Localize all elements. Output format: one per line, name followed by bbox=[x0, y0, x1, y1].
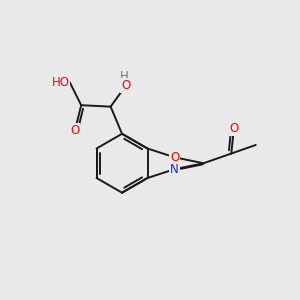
Text: O: O bbox=[170, 151, 179, 164]
Text: O: O bbox=[70, 124, 80, 137]
Text: O: O bbox=[229, 122, 239, 135]
Text: N: N bbox=[170, 163, 179, 176]
Text: HO: HO bbox=[52, 76, 70, 88]
Text: O: O bbox=[121, 79, 130, 92]
Text: H: H bbox=[120, 70, 129, 83]
